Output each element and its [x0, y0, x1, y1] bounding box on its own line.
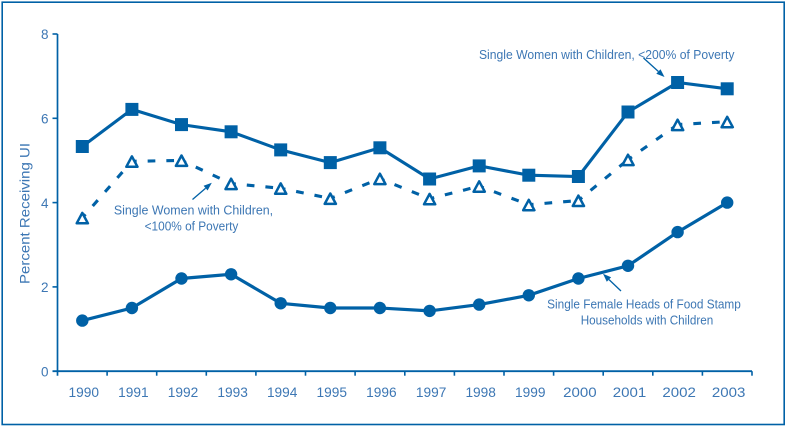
- svg-text:1990: 1990: [69, 384, 100, 400]
- svg-text:<100% of Poverty: <100% of Poverty: [145, 219, 239, 233]
- svg-text:Percent Receiving UI: Percent Receiving UI: [17, 143, 32, 284]
- svg-text:6: 6: [41, 112, 49, 127]
- svg-text:1995: 1995: [317, 384, 348, 400]
- svg-text:8: 8: [41, 27, 49, 42]
- svg-text:2002: 2002: [662, 384, 696, 400]
- svg-text:1994: 1994: [267, 384, 298, 400]
- svg-text:1991: 1991: [118, 384, 149, 400]
- svg-text:1997: 1997: [416, 384, 447, 400]
- svg-text:Single Female Heads of Food St: Single Female Heads of Food Stamp: [547, 297, 741, 311]
- svg-text:1993: 1993: [217, 384, 248, 400]
- svg-text:1992: 1992: [168, 384, 199, 400]
- svg-text:Single Women with Children,: Single Women with Children,: [114, 203, 273, 217]
- svg-text:0: 0: [41, 364, 49, 379]
- svg-text:Households with Children: Households with Children: [581, 313, 714, 327]
- svg-text:1998: 1998: [465, 384, 496, 400]
- svg-text:2003: 2003: [712, 384, 746, 400]
- svg-text:1996: 1996: [366, 384, 397, 400]
- svg-text:2: 2: [41, 280, 49, 295]
- svg-text:2001: 2001: [613, 384, 647, 400]
- svg-text:2000: 2000: [563, 384, 597, 400]
- svg-text:1999: 1999: [515, 384, 546, 400]
- svg-text:Single Women with Children, <2: Single Women with Children, <200% of Pov…: [479, 48, 735, 62]
- svg-text:4: 4: [41, 196, 49, 211]
